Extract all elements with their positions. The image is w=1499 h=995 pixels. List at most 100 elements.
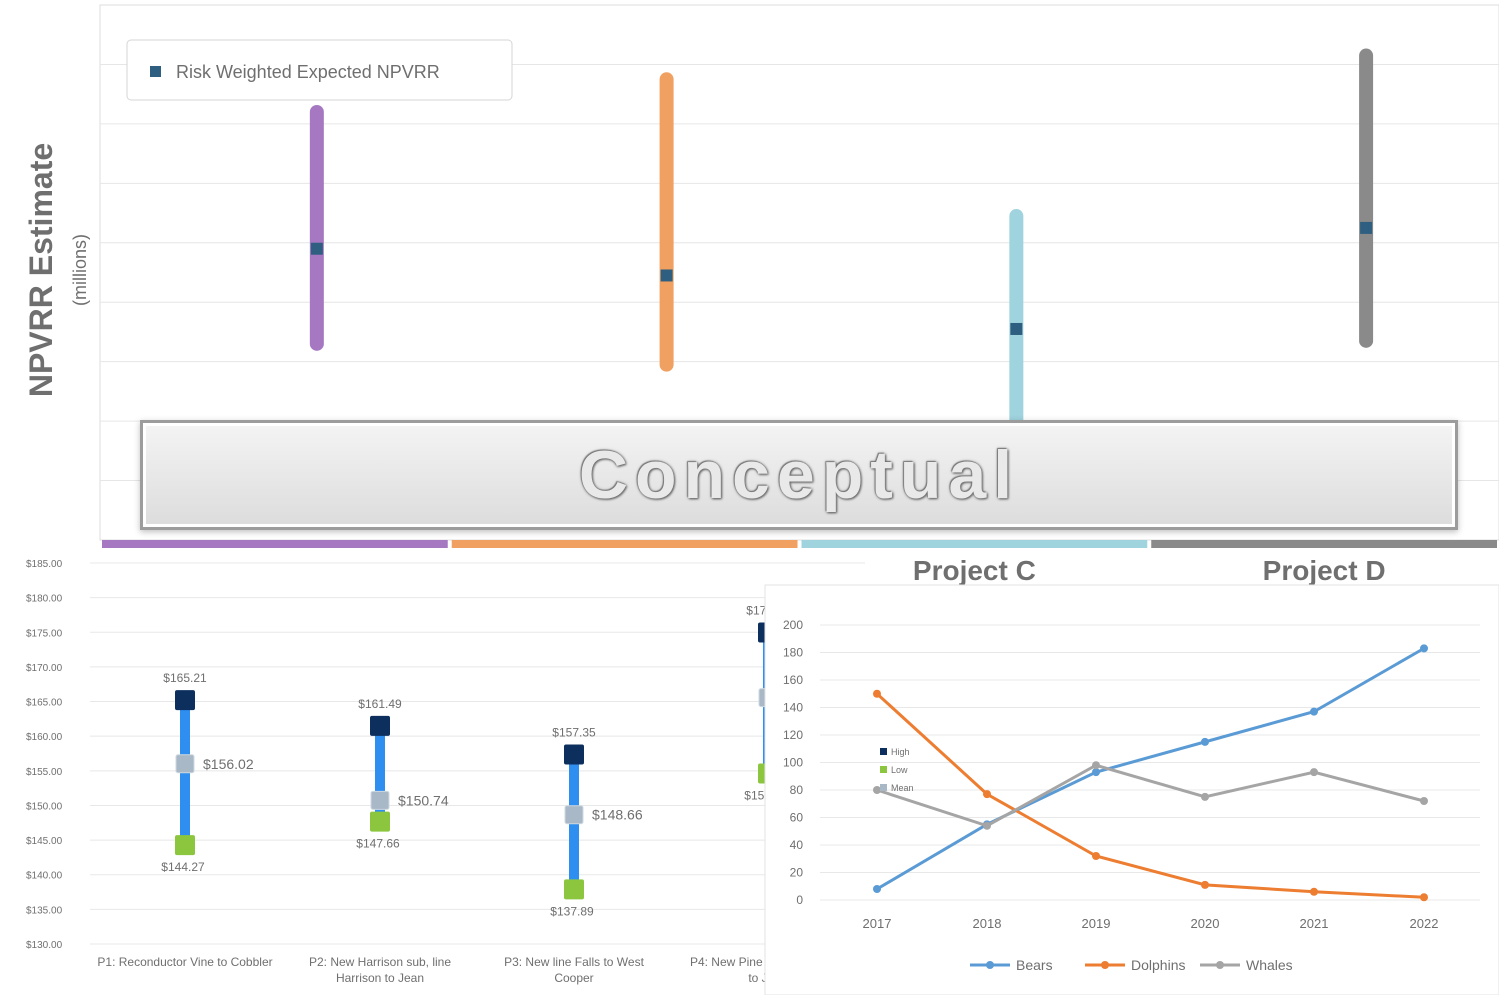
y-tick-label: $160.00	[26, 732, 63, 743]
y-tick-label: 80	[790, 783, 804, 797]
category-color-bar	[1151, 540, 1497, 548]
mini-legend-marker	[880, 766, 887, 773]
banner-text: Conceptual	[578, 437, 1020, 513]
high-label: $161.49	[358, 697, 402, 711]
series-point	[1201, 880, 1209, 889]
y-tick-label: $145.00	[26, 836, 63, 847]
y-tick-label: 180	[783, 646, 803, 660]
y-tick-label: $165.00	[26, 698, 63, 709]
y-tick-label: 100	[783, 756, 803, 770]
low-marker	[370, 811, 390, 832]
y-tick-label: 160	[783, 673, 803, 687]
x-tick-label: 2022	[1410, 916, 1439, 931]
low-label: $144.27	[161, 860, 205, 874]
low-label: $147.66	[356, 837, 400, 851]
expected-marker	[1360, 221, 1373, 234]
series-point	[1201, 737, 1209, 746]
y-tick-label: 120	[783, 728, 803, 742]
low-marker	[564, 879, 584, 900]
category-label: P1: Reconductor Vine to Cobbler	[97, 955, 272, 969]
chart-background	[0, 555, 870, 995]
low-label: $137.89	[550, 904, 594, 918]
y-tick-label: 140	[783, 701, 803, 715]
expected-marker	[175, 754, 195, 774]
y-tick-label: $155.00	[26, 767, 63, 778]
y-axis-subtitle: (millions)	[70, 234, 90, 306]
y-tick-label: 60	[790, 811, 804, 825]
series-point	[983, 821, 991, 830]
category-color-bar	[451, 540, 798, 548]
high-label: $157.35	[552, 726, 596, 740]
mini-legend-label: Mean	[891, 783, 914, 793]
y-tick-label: 0	[796, 893, 803, 907]
series-line	[876, 763, 1425, 828]
series-point	[1092, 768, 1100, 777]
legend-label: Whales	[1246, 957, 1293, 973]
expected-marker	[310, 242, 323, 255]
mini-legend-marker	[880, 748, 887, 755]
y-tick-label: $140.00	[26, 871, 63, 882]
y-tick-label: 200	[783, 618, 803, 632]
expected-marker	[1010, 322, 1023, 335]
mini-legend-label: High	[891, 747, 910, 757]
x-tick-label: 2021	[1300, 916, 1329, 931]
y-tick-label: 40	[790, 838, 804, 852]
series-point	[1310, 707, 1318, 716]
x-tick-label: 2019	[1082, 916, 1111, 931]
category-label: Project C	[913, 555, 1036, 586]
series-line	[876, 647, 1425, 891]
series-point	[1420, 893, 1428, 902]
expected-marker	[660, 269, 673, 282]
legend-label: Dolphins	[1131, 957, 1185, 973]
y-tick-label: $170.00	[26, 663, 63, 674]
series-point	[873, 786, 881, 794]
y-tick-label: $180.00	[26, 594, 63, 605]
category-label: P2: New Harrison sub, line Harrison to Je…	[309, 955, 451, 985]
project-cost-range-chart: $185.00 $180.00 $175.00 $170.00 $165.00 $160.…	[0, 555, 870, 995]
legend-marker	[150, 66, 161, 77]
y-tick-label: $130.00	[26, 940, 63, 951]
category-label: P3: New line Falls to West Cooper	[504, 955, 644, 985]
x-tick-label: 2017	[863, 916, 892, 931]
expected-marker	[370, 790, 390, 810]
series-point	[1092, 761, 1100, 770]
series-point	[1092, 852, 1100, 860]
conceptual-banner: Conceptual	[140, 420, 1458, 530]
high-marker	[175, 690, 195, 711]
y-tick-label: $185.00	[26, 559, 63, 570]
expected-label: $150.74	[398, 792, 449, 808]
legend-swatch-point	[986, 961, 994, 969]
series-point	[873, 885, 881, 893]
y-axis-title: NPVRR Estimate	[23, 143, 59, 397]
legend-label: Risk Weighted Expected NPVRR	[176, 62, 440, 82]
high-label: $165.21	[163, 671, 207, 685]
low-marker	[175, 835, 195, 856]
series-point	[983, 790, 991, 799]
expected-marker	[564, 805, 584, 825]
series-point	[1420, 797, 1428, 805]
expected-label: $148.66	[592, 807, 643, 823]
series-point	[1310, 887, 1318, 896]
series-line	[875, 692, 1425, 899]
x-tick-label: 2020	[1191, 916, 1220, 931]
y-tick-label: $175.00	[26, 628, 63, 639]
category-color-bar	[801, 540, 1148, 548]
x-tick-label: 2018	[973, 916, 1002, 931]
legend-label: Bears	[1016, 957, 1053, 973]
series-point	[873, 689, 881, 698]
team-line-chart: 0 20 40 60 80 100 120 140 160 180 200 2017 2018 2019 2…	[764, 584, 1499, 995]
y-tick-label: $135.00	[26, 905, 63, 916]
high-marker	[564, 744, 584, 765]
legend-box	[126, 39, 513, 101]
series-point	[1420, 644, 1428, 653]
mini-legend-marker	[880, 784, 887, 791]
high-marker	[370, 715, 390, 736]
expected-label: $156.02	[203, 756, 254, 772]
category-color-bar	[102, 540, 448, 548]
series-point	[1201, 792, 1209, 801]
y-tick-label: $150.00	[26, 801, 63, 812]
category-label: Project D	[1263, 555, 1386, 586]
mini-legend-label: Low	[891, 765, 908, 775]
series-point	[1310, 768, 1318, 777]
